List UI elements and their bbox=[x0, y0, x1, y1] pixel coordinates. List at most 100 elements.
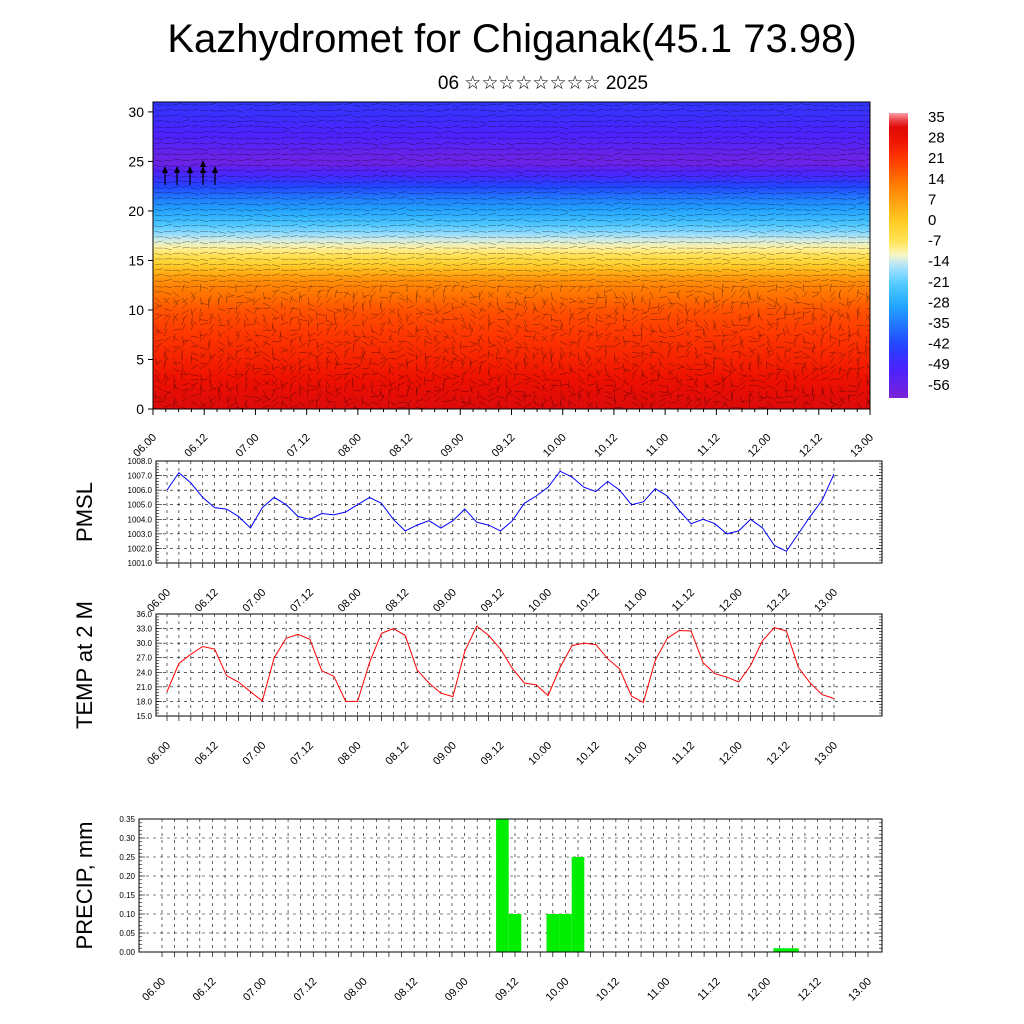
wind-barb bbox=[811, 220, 821, 222]
wind-barb bbox=[334, 289, 338, 298]
wind-barb bbox=[253, 214, 263, 216]
wind-barb bbox=[154, 297, 162, 304]
wind-barb bbox=[478, 333, 483, 342]
wind-barb bbox=[658, 115, 667, 118]
wind-barb bbox=[622, 141, 631, 144]
wind-barb bbox=[343, 247, 352, 250]
wind-barb bbox=[280, 365, 289, 370]
wind-barb bbox=[766, 280, 776, 282]
wind-barb bbox=[334, 330, 342, 337]
wind-barb bbox=[361, 383, 365, 392]
wind-barb bbox=[433, 203, 443, 205]
wind-barb bbox=[433, 136, 442, 139]
wind-barb bbox=[640, 311, 649, 315]
wind-barb bbox=[802, 109, 811, 111]
wind-barb bbox=[658, 102, 667, 106]
wind-barb bbox=[676, 214, 685, 217]
wind-barb bbox=[316, 236, 326, 238]
wind-barb bbox=[793, 119, 802, 122]
wind-barb bbox=[271, 157, 280, 161]
wind-barb bbox=[154, 137, 163, 141]
wind-barb bbox=[325, 401, 335, 403]
wind-barb bbox=[181, 141, 190, 144]
wind-barb bbox=[406, 383, 411, 392]
wind-barb bbox=[559, 252, 569, 254]
wind-barb bbox=[721, 289, 724, 298]
wind-barb bbox=[532, 119, 541, 122]
wind-barb bbox=[649, 269, 658, 272]
wind-barb bbox=[172, 225, 182, 228]
wind-barb bbox=[730, 300, 734, 309]
wind-barb bbox=[361, 181, 371, 184]
wind-barb bbox=[226, 325, 234, 331]
wind-barb bbox=[478, 131, 488, 133]
wind-barb bbox=[523, 374, 531, 380]
wind-barb bbox=[289, 363, 297, 370]
wind-barb bbox=[514, 218, 523, 221]
wind-barb bbox=[514, 363, 518, 372]
wind-barb bbox=[235, 203, 245, 205]
wind-barb bbox=[640, 209, 650, 211]
wind-barb bbox=[442, 192, 452, 194]
wind-barb bbox=[775, 208, 785, 210]
wind-barb bbox=[577, 374, 584, 381]
wind-barb bbox=[352, 132, 361, 135]
wind-barb bbox=[217, 295, 221, 304]
wind-barb bbox=[847, 286, 854, 293]
wind-barb bbox=[838, 401, 845, 408]
wind-barb bbox=[459, 341, 462, 350]
wind-barb bbox=[721, 274, 731, 276]
wind-barb bbox=[586, 263, 596, 265]
wind-barb bbox=[793, 196, 802, 199]
wind-barb bbox=[802, 103, 811, 106]
wind-barb bbox=[640, 125, 649, 128]
wind-barb bbox=[640, 247, 649, 250]
wind-barb bbox=[730, 203, 739, 206]
wind-barb bbox=[487, 165, 496, 167]
wind-barb bbox=[487, 257, 496, 260]
wind-barb bbox=[154, 130, 163, 133]
wind-barb bbox=[163, 208, 173, 210]
wind-barb bbox=[469, 181, 478, 184]
wind-barb bbox=[235, 302, 243, 309]
wind-barb bbox=[820, 196, 829, 199]
wind-barb bbox=[280, 143, 289, 146]
wind-barb bbox=[766, 297, 775, 302]
wind-barb bbox=[577, 368, 586, 372]
wind-barb bbox=[378, 346, 381, 355]
wind-barb bbox=[847, 357, 854, 364]
wind-barb bbox=[415, 242, 424, 245]
wind-barb bbox=[640, 286, 649, 289]
wind-barb bbox=[559, 121, 568, 123]
wind-barb bbox=[451, 154, 461, 156]
wind-barb bbox=[604, 280, 614, 282]
wind-barb bbox=[757, 141, 766, 144]
wind-barb bbox=[289, 192, 299, 194]
wind-barb bbox=[181, 340, 188, 348]
wind-barb bbox=[469, 137, 478, 140]
wind-barb bbox=[766, 203, 776, 205]
wind-barb bbox=[775, 229, 784, 232]
wind-barb bbox=[172, 114, 181, 117]
wind-barb bbox=[829, 175, 838, 177]
wind-barb bbox=[640, 372, 644, 381]
wind-barb bbox=[856, 186, 866, 188]
wind-barb bbox=[622, 319, 631, 322]
wind-barb bbox=[469, 169, 478, 172]
wind-barb bbox=[334, 268, 343, 271]
wind-barb bbox=[451, 324, 457, 332]
wind-barb bbox=[406, 400, 411, 408]
wind-barb bbox=[163, 203, 173, 205]
wind-barb bbox=[316, 322, 319, 331]
wind-barb bbox=[694, 159, 703, 163]
wind-barb bbox=[208, 339, 211, 348]
wind-barb bbox=[388, 224, 398, 227]
wind-barb bbox=[289, 132, 298, 134]
wind-barb bbox=[262, 209, 271, 211]
wind-barb bbox=[667, 136, 676, 139]
wind-barb bbox=[442, 253, 451, 255]
wind-barb bbox=[631, 306, 636, 315]
wind-barb bbox=[667, 312, 672, 320]
wind-barb bbox=[568, 308, 573, 316]
wind-barb bbox=[217, 120, 226, 122]
